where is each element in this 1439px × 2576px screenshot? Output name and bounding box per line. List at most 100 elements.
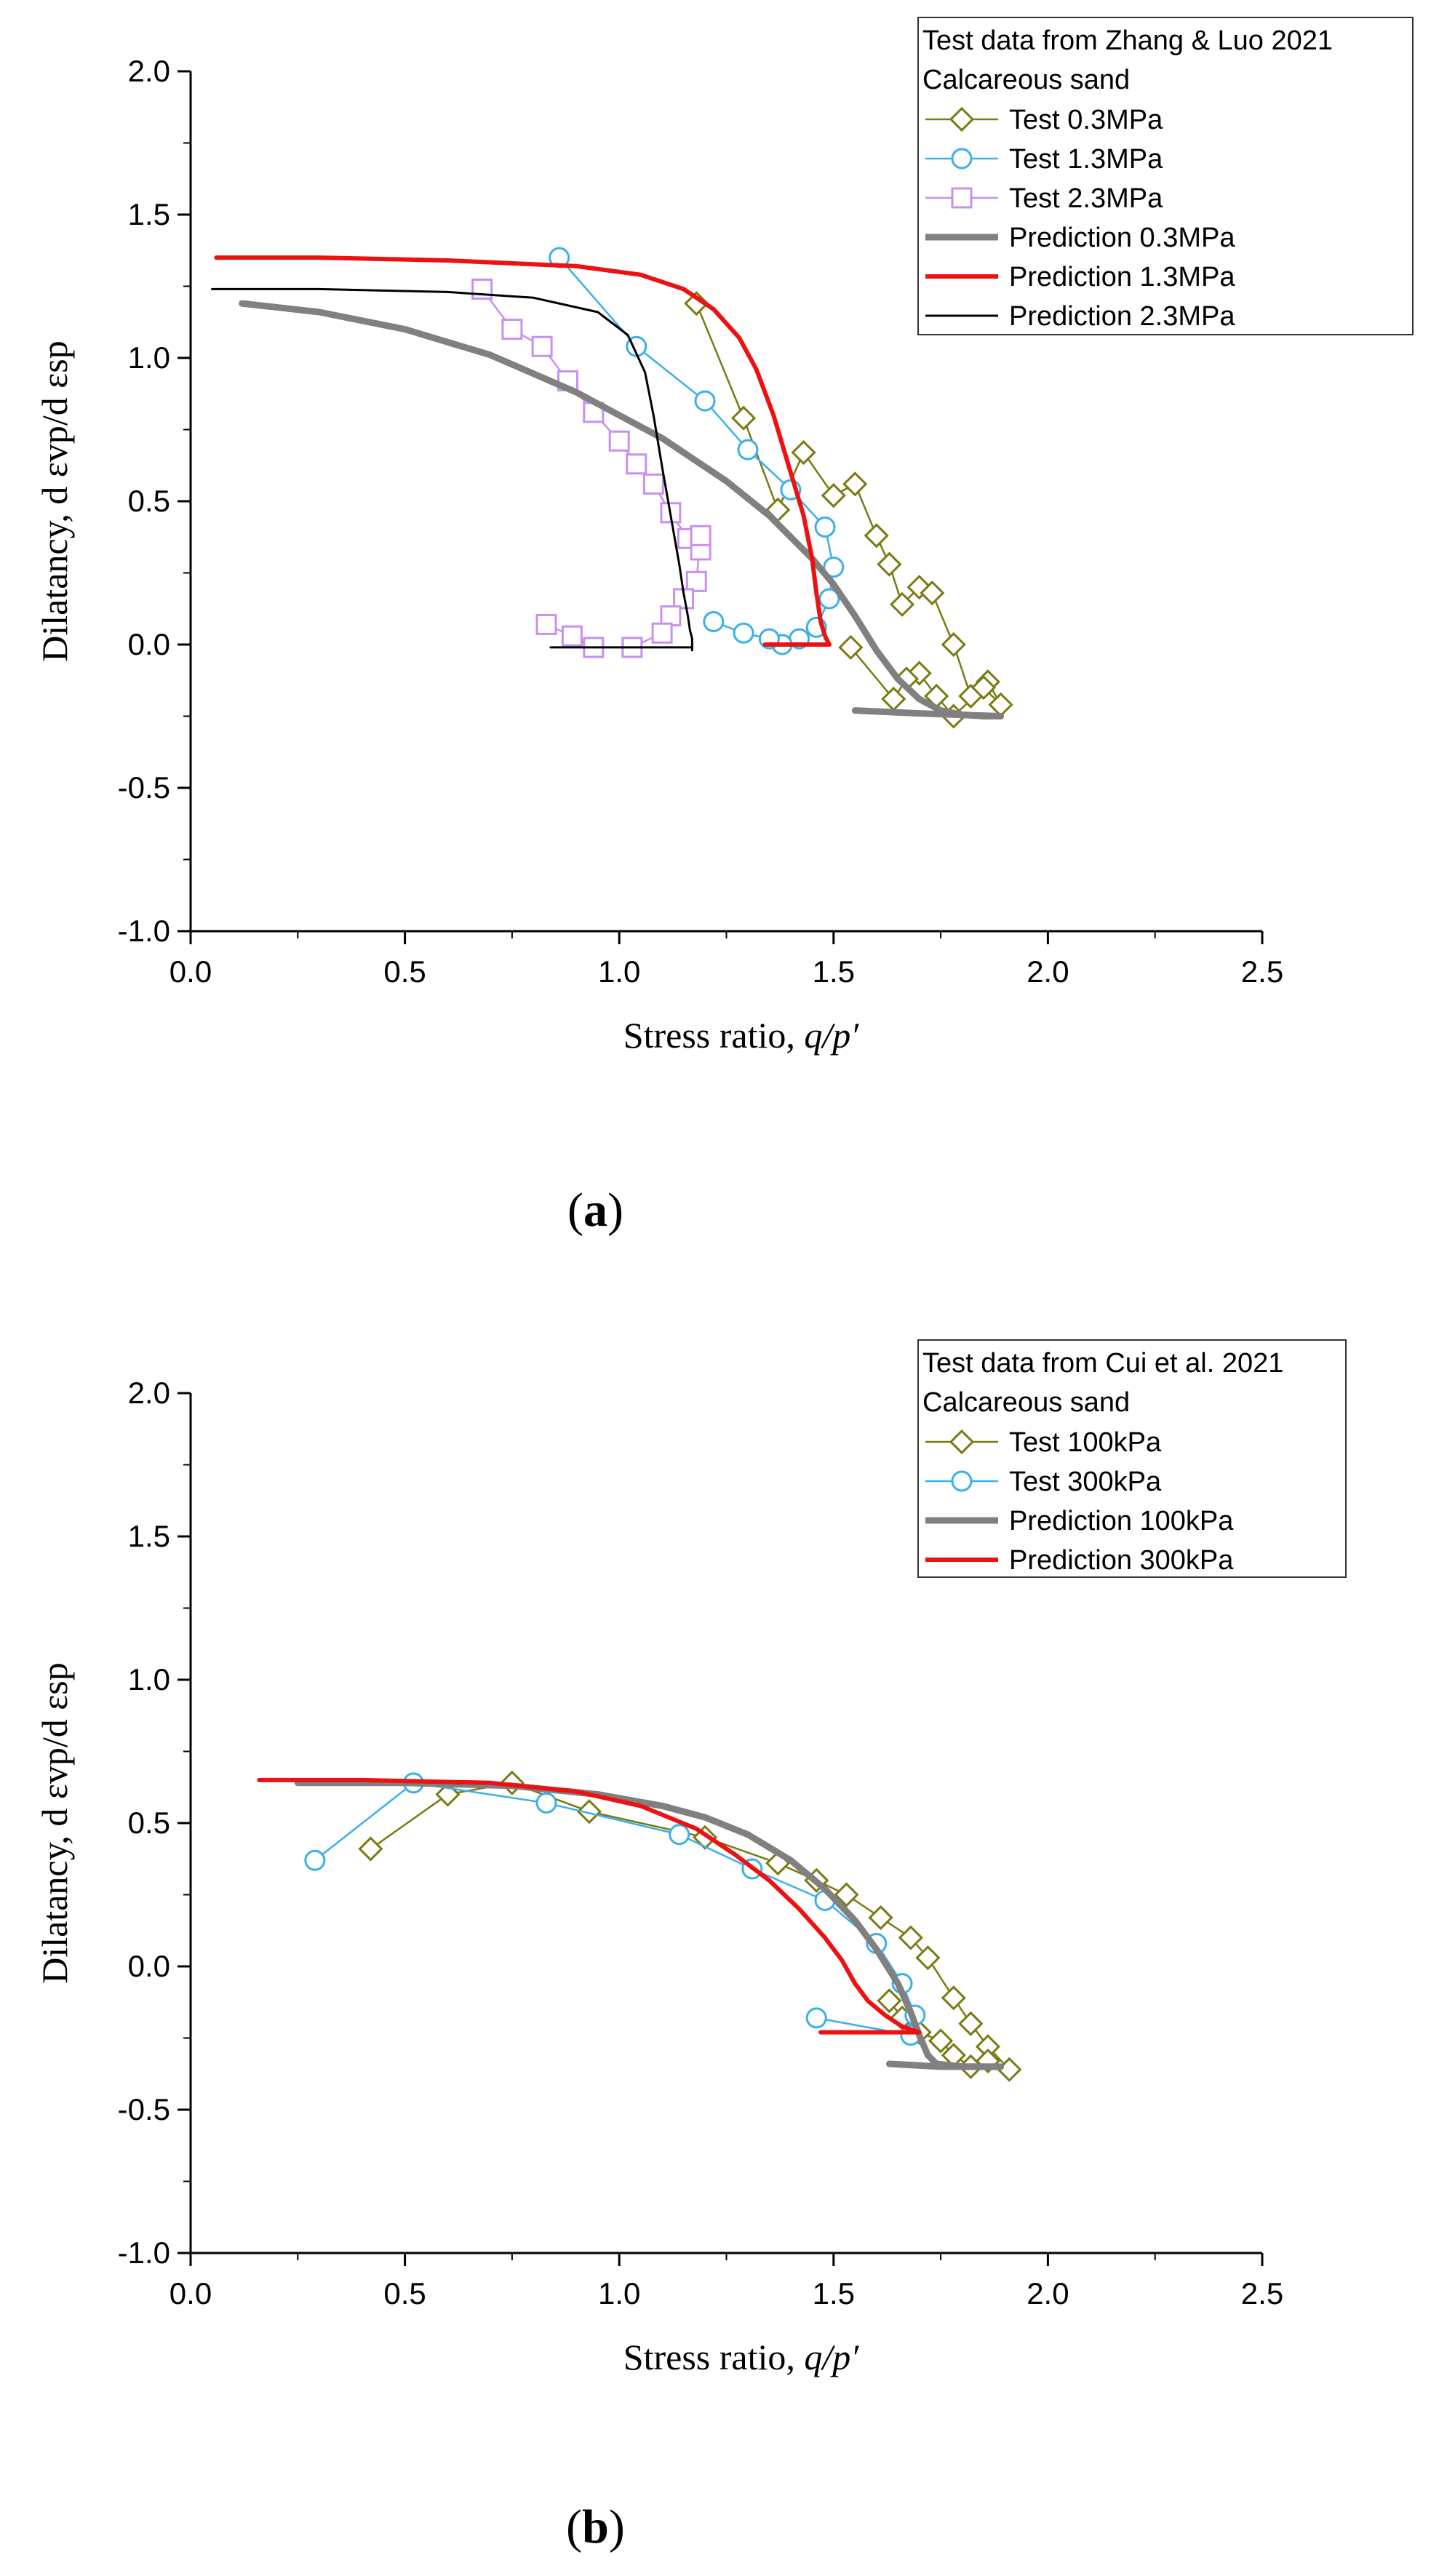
legend-entry: Prediction 0.3MPa — [1009, 223, 1235, 253]
data-point-diamond — [838, 634, 864, 661]
y-tick-label: -1.0 — [118, 2236, 170, 2270]
y-tick-label: 2.0 — [128, 1376, 170, 1410]
legend-material: Calcareous sand — [922, 1387, 1130, 1418]
x-tick-label: 0.0 — [170, 954, 212, 989]
test-line — [695, 303, 1002, 718]
data-point-square — [561, 625, 583, 647]
x-tick-label: 1.5 — [813, 2276, 855, 2310]
legend: Test data from Cui et al. 2021 Calcareous… — [917, 1339, 1347, 1578]
data-point-diamond — [975, 2048, 1000, 2074]
x-tick-label: 2.0 — [1027, 2276, 1069, 2310]
y-axis-title: Dilatancy, d εvp/d εsp — [34, 340, 75, 661]
legend-box — [917, 17, 1414, 335]
prediction-curve — [257, 1777, 922, 2035]
test-line — [370, 1782, 1011, 2070]
data-point-diamond — [834, 1882, 859, 1907]
legend-entry: Prediction 100kPa — [1009, 1506, 1234, 1536]
data-point-circle — [694, 390, 716, 412]
data-point-diamond — [791, 439, 816, 466]
data-point-diamond — [730, 405, 757, 431]
legend-swatch-marker — [951, 148, 973, 170]
series-prediction-2-3mpa — [211, 287, 693, 652]
data-point-diamond — [958, 2011, 984, 2036]
data-point-circle — [535, 1792, 557, 1814]
x-tick-label: 0.5 — [383, 954, 426, 989]
legend-entry: Prediction 1.3MPa — [1009, 262, 1235, 292]
legend-entry: Test 2.3MPa — [1009, 183, 1163, 214]
data-point-diamond — [864, 523, 889, 549]
data-point-circle — [669, 1824, 690, 1846]
data-point-circle — [703, 610, 725, 632]
data-point-diamond — [890, 591, 915, 617]
data-point-circle — [733, 622, 754, 644]
legend-entry: Prediction 2.3MPa — [1009, 301, 1235, 332]
panel-b: 0.0 0.5 1.0 1.5 2.0 2.5 2.0 1.5 1.0 0.5 0.0 -0.5 -1.… — [34, 1339, 1347, 2553]
y-tick-label: -0.5 — [118, 2092, 170, 2126]
data-point-diamond — [358, 1836, 383, 1862]
data-point-square — [626, 453, 647, 475]
data-point-diamond — [821, 483, 846, 509]
panel-label: (a) — [567, 1184, 623, 1237]
data-point-diamond — [684, 291, 709, 316]
data-point-diamond — [941, 1985, 966, 2011]
x-tick-label: 0.0 — [170, 2276, 212, 2310]
data-point-diamond — [928, 2028, 954, 2054]
data-point-diamond — [868, 1905, 893, 1931]
y-tick-label: -0.5 — [118, 770, 170, 805]
y-tick-label: 0.0 — [128, 627, 170, 661]
data-point-diamond — [920, 581, 945, 606]
data-point-square — [642, 473, 664, 495]
y-axis-title: Dilatancy, d εvp/d εsp — [34, 1662, 75, 1983]
series-prediction-0-3mpa — [239, 300, 1005, 719]
data-point-circle — [823, 557, 845, 578]
y-tick-label: -1.0 — [118, 914, 170, 948]
data-point-diamond — [906, 661, 932, 686]
x-tick-label: 0.5 — [383, 2276, 426, 2310]
data-point-circle — [814, 516, 836, 538]
series-prediction-300kpa — [257, 1777, 922, 2035]
y-tick-label: 1.0 — [128, 340, 170, 375]
data-point-square — [660, 605, 682, 627]
x-tick-label: 2.5 — [1241, 954, 1283, 989]
data-point-diamond — [906, 575, 932, 600]
data-point-square — [608, 430, 630, 452]
data-point-square — [651, 622, 673, 644]
legend-swatch-marker — [951, 187, 973, 209]
legend-entry: Test 300kPa — [1009, 1467, 1162, 1497]
data-point-diamond — [576, 1799, 602, 1825]
data-point-square — [535, 613, 557, 635]
legend-box — [917, 1339, 1347, 1578]
y-tick-label: 0.5 — [128, 1806, 170, 1840]
y-tick-label: 0.5 — [128, 484, 170, 518]
series-test-100kpa — [358, 1770, 1022, 2082]
panel-label: (b) — [566, 2500, 625, 2553]
y-tick-label: 1.5 — [128, 197, 170, 231]
y-tick-label: 1.5 — [128, 1519, 170, 1553]
x-axis-title: Stress ratio, q/p′ — [623, 2337, 859, 2377]
panel-a: 0.0 0.5 1.0 1.5 2.0 2.5 2.0 1.5 1.0 0.5 0.0 -0.5 -1.… — [34, 17, 1414, 1237]
data-point-circle — [805, 2007, 827, 2029]
x-tick-label: 2.0 — [1027, 954, 1069, 989]
data-point-diamond — [842, 471, 868, 497]
legend-material: Calcareous sand — [922, 65, 1130, 95]
legend-source: Test data from Cui et al. 2021 — [922, 1348, 1283, 1379]
legend-entry: Test 100kPa — [1009, 1427, 1162, 1458]
data-point-diamond — [877, 1988, 902, 2014]
legend-source: Test data from Zhang & Luo 2021 — [922, 25, 1333, 56]
data-point-diamond — [877, 551, 902, 577]
data-point-square — [685, 570, 707, 592]
data-point-circle — [818, 588, 840, 610]
legend: Test data from Zhang & Luo 2021 Calcareou… — [917, 17, 1414, 335]
legend-entry: Test 0.3MPa — [1009, 105, 1163, 135]
x-axis-title: Stress ratio, q/p′ — [623, 1015, 859, 1056]
legend-swatch-marker — [949, 106, 975, 132]
data-point-diamond — [970, 675, 997, 701]
prediction-curve-tail — [885, 2060, 1005, 2070]
data-point-circle — [304, 1849, 326, 1871]
prediction-curve-tail — [851, 707, 1005, 719]
x-tick-label: 1.0 — [598, 954, 640, 989]
prediction-curve — [214, 255, 832, 647]
series-prediction-1-3mpa — [214, 255, 832, 647]
